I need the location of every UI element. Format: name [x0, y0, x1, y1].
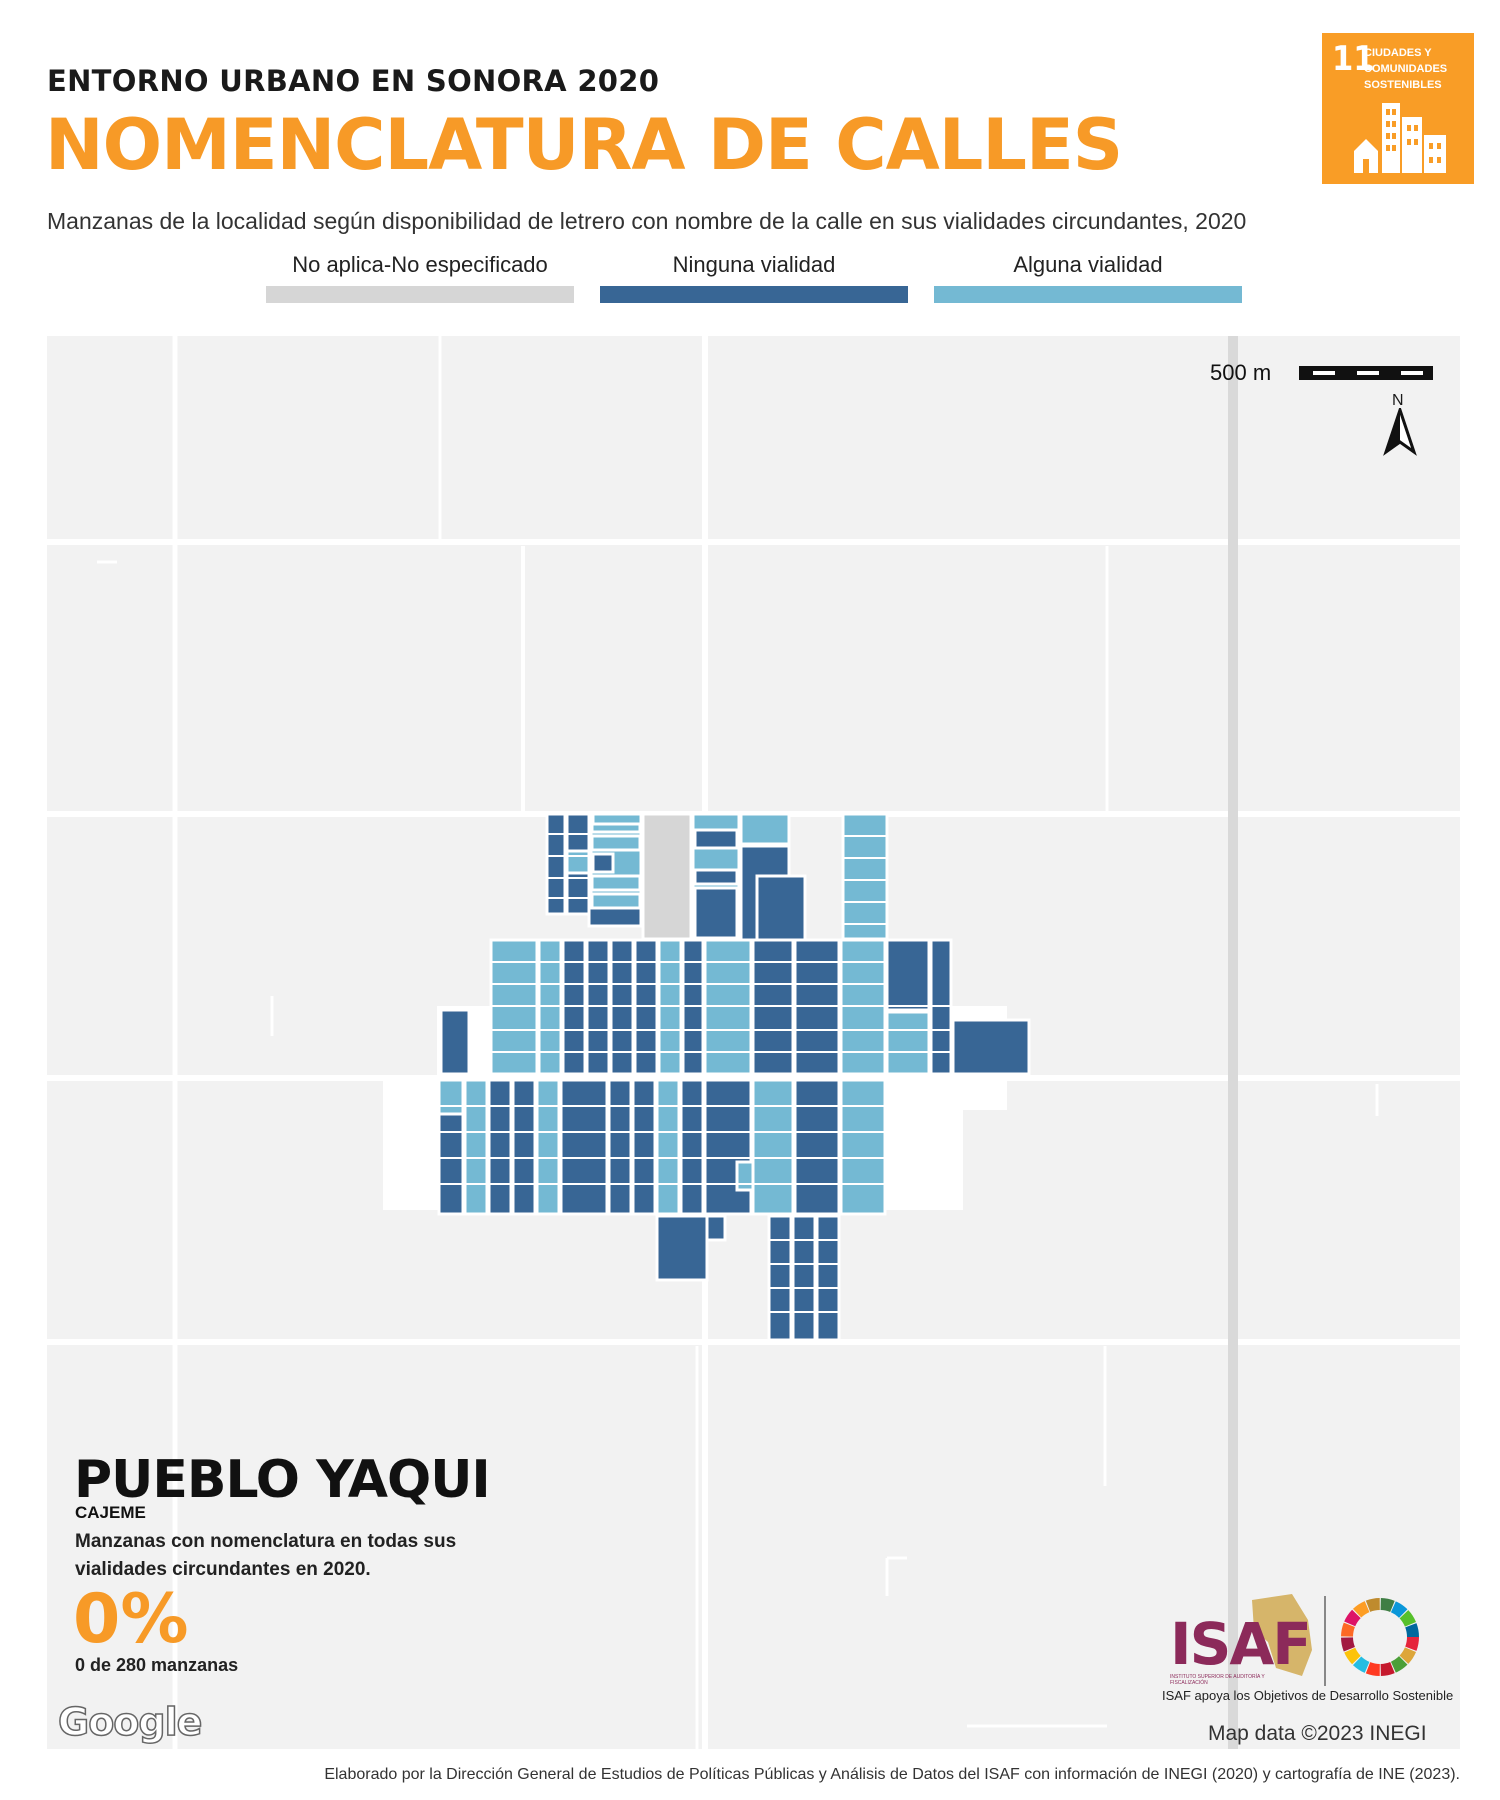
- block[interactable]: [655, 1078, 681, 1216]
- block[interactable]: [793, 1078, 841, 1216]
- legend-swatch: [266, 286, 574, 303]
- block[interactable]: [655, 1214, 709, 1282]
- legend-label: No aplica-No especificado: [292, 252, 548, 277]
- page-title: NOMENCLATURA DE CALLES: [45, 104, 1123, 186]
- google-logo: Google: [57, 1699, 203, 1745]
- sdg-wheel-icon: [1341, 1598, 1419, 1676]
- header-subtitle: ENTORNO URBANO EN SONORA 2020: [47, 64, 660, 98]
- block[interactable]: [841, 812, 889, 941]
- blocks-layer[interactable]: [383, 812, 1031, 1342]
- legend-item-no-aplica: No aplica-No especificado: [266, 250, 574, 303]
- stat-percent: 0%: [73, 1580, 189, 1659]
- block[interactable]: [885, 938, 931, 1012]
- stat-count: 0 de 280 manzanas: [75, 1655, 239, 1675]
- locality-name: PUEBLO YAQUI: [74, 1450, 491, 1510]
- block[interactable]: [767, 1214, 793, 1342]
- sdg-11-badge: 11 CIUDADES Y COMUNIDADES SOSTENIBLES: [1322, 33, 1474, 184]
- isaf-logo-block: ISAF INSTITUTO SUPERIOR DE AUDITORÍA Y F…: [1152, 1588, 1454, 1708]
- block[interactable]: [587, 906, 643, 928]
- logo-divider: [1324, 1596, 1326, 1686]
- north-arrow-icon: N: [1378, 392, 1422, 458]
- block[interactable]: [590, 874, 642, 892]
- sdg-number: 11: [1332, 39, 1375, 79]
- block[interactable]: [535, 1078, 561, 1216]
- map-layer[interactable]: [47, 336, 1460, 1749]
- legend-label: Alguna vialidad: [1013, 252, 1163, 277]
- isaf-logo: ISAF: [1170, 1610, 1312, 1678]
- block[interactable]: [463, 1078, 489, 1216]
- sdg-label: CIUDADES Y COMUNIDADES SOSTENIBLES: [1364, 47, 1448, 91]
- isaf-logo-subtext: INSTITUTO SUPERIOR DE AUDITORÍA Y FISCAL…: [1170, 1674, 1265, 1686]
- scale-label: 500 m: [1210, 360, 1272, 385]
- municipality-name: CAJEME: [75, 1503, 146, 1522]
- block[interactable]: [751, 1078, 795, 1216]
- north-label: N: [1392, 392, 1404, 409]
- block-street-lines: [439, 833, 951, 1313]
- block[interactable]: [439, 1008, 471, 1076]
- block[interactable]: [791, 1214, 817, 1342]
- block[interactable]: [885, 1010, 931, 1076]
- block[interactable]: [679, 1078, 705, 1216]
- block[interactable]: [641, 812, 693, 941]
- block[interactable]: [703, 1078, 753, 1216]
- block[interactable]: [739, 812, 791, 846]
- block[interactable]: [437, 1078, 465, 1116]
- block[interactable]: [590, 834, 642, 852]
- block[interactable]: [590, 892, 642, 910]
- legend-item-ninguna: Ninguna vialidad: [600, 250, 908, 303]
- scale-bar: [1299, 366, 1433, 380]
- block[interactable]: [839, 1078, 887, 1216]
- block[interactable]: [631, 1078, 657, 1216]
- block[interactable]: [693, 886, 739, 940]
- block[interactable]: [591, 852, 615, 874]
- block[interactable]: [559, 1078, 609, 1216]
- legend-label: Ninguna vialidad: [672, 252, 836, 277]
- block[interactable]: [487, 1078, 513, 1216]
- city-buildings-icon: [1354, 103, 1446, 173]
- block[interactable]: [951, 1018, 1031, 1076]
- block[interactable]: [511, 1078, 537, 1216]
- block[interactable]: [755, 874, 807, 948]
- block[interactable]: [815, 1214, 841, 1342]
- block[interactable]: [693, 868, 739, 886]
- stat-caption: Manzanas con nomenclatura en todas sus v…: [75, 1531, 457, 1580]
- legend-swatch: [600, 286, 908, 303]
- block[interactable]: [591, 812, 643, 826]
- legend-swatch: [934, 286, 1242, 303]
- block[interactable]: [545, 812, 567, 916]
- map-canvas[interactable]: [47, 336, 1460, 1749]
- block[interactable]: [607, 1078, 633, 1216]
- block[interactable]: [565, 849, 591, 875]
- map-data-credit: Map data ©2023 INEGI: [1208, 1722, 1427, 1745]
- map-description: Manzanas de la localidad según disponibi…: [47, 208, 1247, 234]
- block[interactable]: [705, 1214, 727, 1242]
- isaf-caption: ISAF apoya los Objetivos de Desarrollo S…: [1162, 1688, 1454, 1703]
- block[interactable]: [693, 828, 739, 850]
- footer-credit: Elaborado por la Dirección General de Es…: [324, 1766, 1460, 1783]
- legend-item-alguna: Alguna vialidad: [934, 250, 1242, 303]
- sonora-map-icon: [1252, 1594, 1312, 1676]
